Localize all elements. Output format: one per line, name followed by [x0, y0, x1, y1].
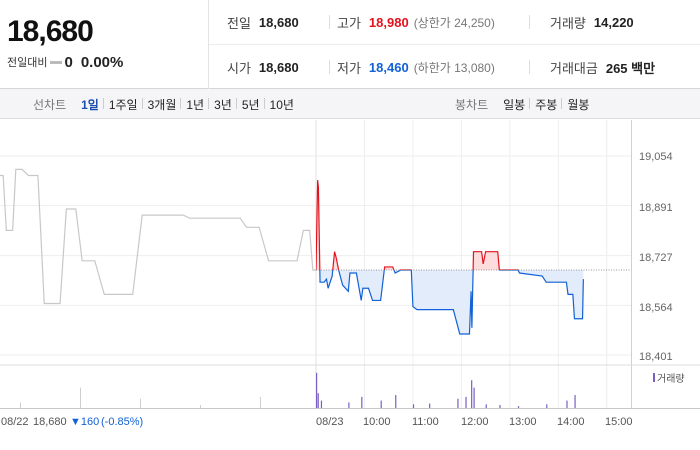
candle-chart-tabs: 봉차트 일봉 주봉 월봉 [455, 89, 594, 119]
stats-separator [529, 15, 530, 29]
volume-bar [412, 404, 415, 408]
volume-legend-swatch [653, 373, 655, 382]
volume-bar [316, 372, 318, 408]
previous-day-volume-bar [80, 387, 81, 408]
tab-3y[interactable]: 3년 [208, 96, 237, 113]
stat-volume-value: 14,220 [593, 14, 634, 30]
up-area-fill [316, 180, 584, 270]
tab-5y[interactable]: 5년 [235, 96, 265, 113]
stat-open-value: 18,680 [258, 59, 299, 75]
stat-volume: 거래량 14,220 [550, 0, 634, 44]
stat-prev-close-label: 전일 [227, 15, 251, 31]
stat-prev-close: 전일 18,680 [227, 0, 299, 44]
volume-bar [395, 395, 397, 408]
stat-trade-value: 거래대금 265 백만 [550, 45, 655, 89]
line-chart-tabs: 선차트 1일 1주일 3개월 1년 3년 5년 10년 [33, 89, 299, 119]
volume-bar [317, 393, 319, 408]
stat-low: 저가 18,460 (하한가 13,080) [337, 45, 495, 89]
quote-header: 18,680 전일대비 0 0.00% 전일 18,680 고가 18,980 … [0, 0, 700, 89]
stats-separator [329, 15, 330, 29]
volume-bar [473, 387, 475, 408]
volume-bar [380, 400, 382, 408]
volume-bar [485, 404, 487, 408]
volume-bar [429, 403, 431, 408]
stat-prev-close-value: 18,680 [258, 14, 299, 30]
x-tick-label: 08/23 [316, 416, 344, 428]
volume-bar [465, 396, 467, 408]
stat-trade-value-value: 265 백만 [605, 60, 656, 76]
candle-chart-label: 봉차트 [455, 97, 489, 112]
stat-high: 고가 18,980 (상한가 24,250) [337, 0, 495, 44]
x-tick-label: 10:00 [363, 416, 391, 428]
tab-3m[interactable]: 3개월 [141, 96, 182, 113]
price-summary: 18,680 전일대비 0 0.00% [0, 0, 209, 89]
price-chart: 19,054 18,891 18,727 18,564 18,401 거래량 0… [0, 120, 700, 428]
previous-day-volume-bar [140, 398, 141, 408]
today-line-up [316, 180, 519, 270]
previous-day-line [0, 168, 316, 305]
stat-upper-limit: (상한가 24,250) [413, 15, 495, 30]
change-amount: 0 [64, 53, 73, 71]
volume-bar [499, 405, 501, 408]
x-tick-label: 13:00 [509, 416, 537, 428]
volume-legend-label: 거래량 [657, 373, 685, 385]
previous-day-volume-bar [200, 405, 201, 408]
previous-day-volume-bar [260, 396, 261, 408]
tab-1y[interactable]: 1년 [180, 96, 209, 113]
tab-1d[interactable]: 1일 [81, 97, 99, 112]
tab-monthly-candle[interactable]: 월봉 [561, 96, 594, 113]
quote-stats: 전일 18,680 고가 18,980 (상한가 24,250) 거래량 14,… [209, 0, 700, 89]
volume-bar [471, 380, 473, 408]
tab-weekly-candle[interactable]: 주봉 [529, 96, 562, 113]
stat-low-value: 18,460 [368, 59, 409, 75]
stats-separator [329, 60, 330, 74]
volume-bar [574, 395, 576, 408]
tab-10y[interactable]: 10년 [263, 96, 299, 113]
prev-day-pct-label: (-0.85%) [101, 416, 143, 428]
x-tick-label: 15:00 [605, 416, 633, 428]
stat-low-label: 저가 [337, 60, 361, 76]
line-chart-label: 선차트 [33, 97, 67, 112]
y-tick-label: 18,401 [639, 351, 673, 363]
y-tick-label: 19,054 [639, 151, 673, 163]
prev-day-change-label: ▼160 [70, 416, 99, 428]
stat-high-label: 고가 [337, 15, 361, 31]
change-label: 전일대비 [7, 57, 48, 69]
stat-open: 시가 18,680 [227, 45, 299, 89]
chart-tab-bar: 선차트 1일 1주일 3개월 1년 3년 5년 10년 봉차트 일봉 주봉 월봉 [0, 89, 700, 119]
volume-bar [457, 398, 459, 408]
x-tick-label: 11:00 [412, 416, 439, 428]
change-row: 전일대비 0 0.00% [7, 53, 124, 71]
y-tick-label: 18,891 [639, 202, 673, 214]
volume-bar [517, 406, 520, 408]
volume-bar [546, 404, 548, 408]
stats-divider [209, 44, 700, 45]
stats-separator [529, 60, 530, 74]
tab-daily-candle[interactable]: 일봉 [503, 97, 526, 112]
y-tick-label: 18,727 [639, 252, 673, 264]
stat-volume-label: 거래량 [550, 15, 586, 31]
flat-change-icon [50, 60, 63, 64]
current-price: 18,680 [7, 15, 94, 48]
volume-bar [566, 400, 568, 408]
prev-day-close-label: 18,680 [33, 416, 67, 428]
today-line-down [316, 269, 584, 335]
y-tick-label: 18,564 [639, 302, 673, 314]
x-tick-label: 14:00 [557, 416, 585, 428]
volume-bar [361, 396, 363, 408]
volume-bar [320, 400, 323, 408]
stat-lower-limit: (하한가 13,080) [413, 60, 495, 75]
volume-bar [348, 402, 350, 408]
stat-trade-value-label: 거래대금 [550, 60, 598, 76]
tab-1w[interactable]: 1주일 [102, 96, 143, 113]
x-tick-label: 12:00 [461, 416, 489, 428]
stat-high-value: 18,980 [368, 14, 409, 30]
x-tick-label: 08/22 [1, 416, 29, 428]
change-percent: 0.00% [80, 53, 124, 71]
stat-open-label: 시가 [227, 60, 251, 76]
down-area-fill [319, 269, 584, 334]
previous-day-volume-bar [20, 402, 21, 408]
grid-lines [0, 120, 700, 409]
